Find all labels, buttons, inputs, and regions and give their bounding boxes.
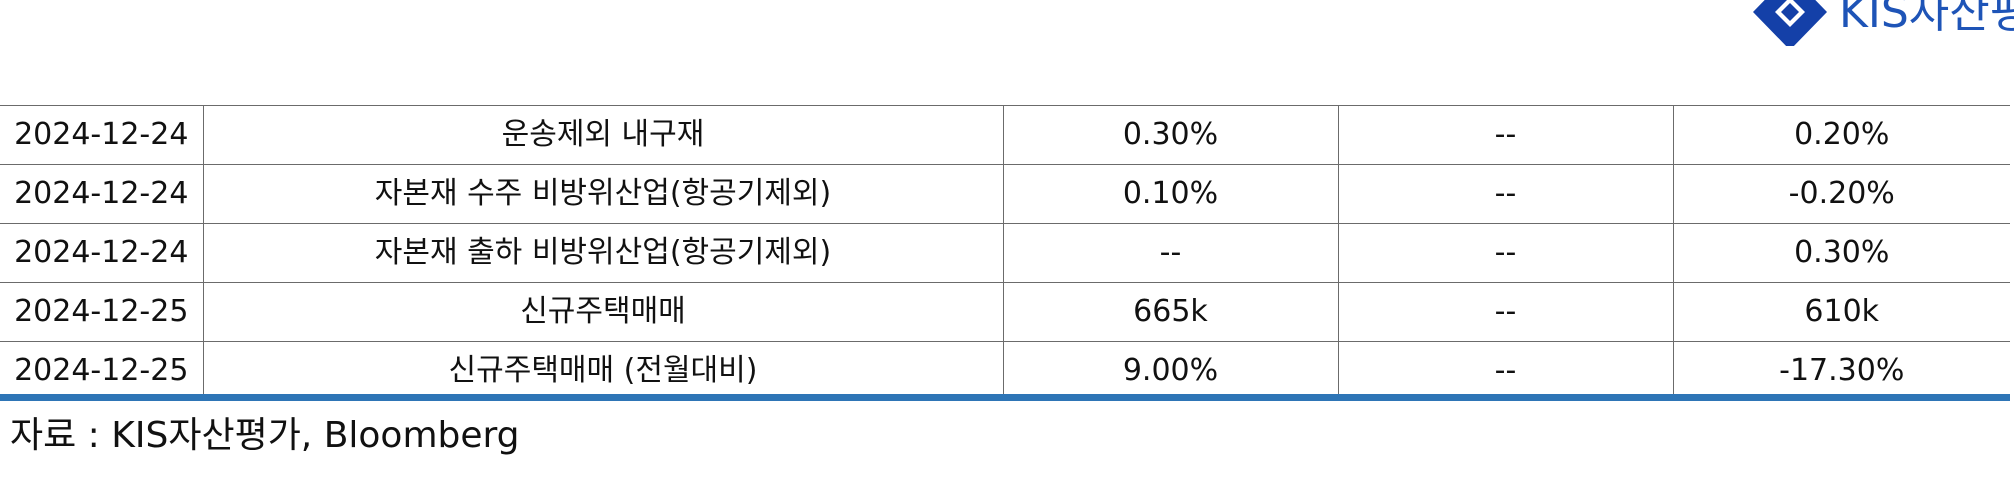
date-cell: 2024-12-25 — [0, 342, 203, 401]
table-row: 2024-12-25 신규주택매매 (전월대비) 9.00% -- -17.30… — [0, 342, 2010, 401]
previous-cell: 610k — [1673, 283, 2010, 342]
indicator-cell: 신규주택매매 (전월대비) — [203, 342, 1003, 401]
economic-calendar-table: 2024-12-24 운송제외 내구재 0.30% -- 0.20% 2024-… — [0, 105, 2010, 400]
kis-logo: KIS자산평가 — [1745, 0, 2014, 46]
date-cell: 2024-12-25 — [0, 283, 203, 342]
date-cell: 2024-12-24 — [0, 165, 203, 224]
actual-cell: 665k — [1003, 283, 1338, 342]
table-row: 2024-12-24 운송제외 내구재 0.30% -- 0.20% — [0, 106, 2010, 165]
kis-logo-mark-icon — [1745, 0, 1835, 46]
source-note: 자료 : KIS자산평가, Bloomberg — [10, 406, 520, 458]
indicator-cell: 신규주택매매 — [203, 283, 1003, 342]
previous-cell: 0.30% — [1673, 224, 2010, 283]
previous-cell: 0.20% — [1673, 106, 2010, 165]
actual-cell: 0.10% — [1003, 165, 1338, 224]
previous-cell: -17.30% — [1673, 342, 2010, 401]
table-row: 2024-12-24 자본재 수주 비방위산업(항공기제외) 0.10% -- … — [0, 165, 2010, 224]
date-cell: 2024-12-24 — [0, 106, 203, 165]
actual-cell: 0.30% — [1003, 106, 1338, 165]
forecast-cell: -- — [1338, 342, 1673, 401]
forecast-cell: -- — [1338, 165, 1673, 224]
indicator-cell: 운송제외 내구재 — [203, 106, 1003, 165]
table-row: 2024-12-24 자본재 출하 비방위산업(항공기제외) -- -- 0.3… — [0, 224, 2010, 283]
forecast-cell: -- — [1338, 106, 1673, 165]
indicator-cell: 자본재 출하 비방위산업(항공기제외) — [203, 224, 1003, 283]
date-cell: 2024-12-24 — [0, 224, 203, 283]
forecast-cell: -- — [1338, 283, 1673, 342]
kis-logo-text: KIS자산평가 — [1839, 0, 2014, 40]
indicator-cell: 자본재 수주 비방위산업(항공기제외) — [203, 165, 1003, 224]
forecast-cell: -- — [1338, 224, 1673, 283]
actual-cell: -- — [1003, 224, 1338, 283]
table-bottom-rule — [0, 394, 2010, 401]
actual-cell: 9.00% — [1003, 342, 1338, 401]
previous-cell: -0.20% — [1673, 165, 2010, 224]
table-row: 2024-12-25 신규주택매매 665k -- 610k — [0, 283, 2010, 342]
